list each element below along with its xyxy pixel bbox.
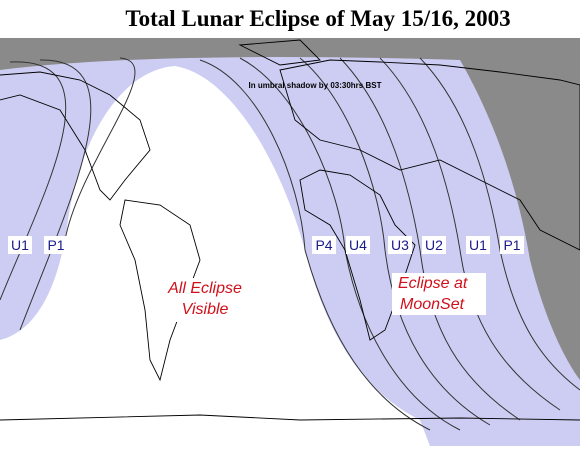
contact-label: U1 [469,237,487,253]
label-box [500,236,524,254]
label-box [392,273,486,315]
label-box [346,236,370,254]
region-label: MoonSet [400,296,465,313]
contact-label: U4 [349,237,367,253]
region-label: Eclipse at [398,275,468,292]
label-box [312,236,336,254]
label-box [8,236,32,254]
annotation: In umbral shadow by 03:30hrs BST [249,81,382,90]
contact-label: U3 [391,237,409,253]
region-label: All Eclipse [167,280,242,297]
contact-label: U2 [425,237,443,253]
contact-label: U1 [11,237,29,253]
label-box [466,236,490,254]
map [0,38,580,447]
region-label: Visible [182,301,229,318]
contact-label: P1 [47,237,64,253]
contact-label: P1 [503,237,520,253]
label-box [422,236,446,254]
contact-labels: U1 P1 P4 U4 U3 U2 U1 P1 [8,236,524,254]
contact-label: P4 [315,237,332,253]
title: Total Lunar Eclipse of May 15/16, 2003 [125,6,510,31]
label-box [388,236,412,254]
label-box [160,278,252,322]
label-box [44,236,68,254]
region-labels: All Eclipse Visible Eclipse at MoonSet [160,273,486,322]
visible-region [0,66,430,446]
